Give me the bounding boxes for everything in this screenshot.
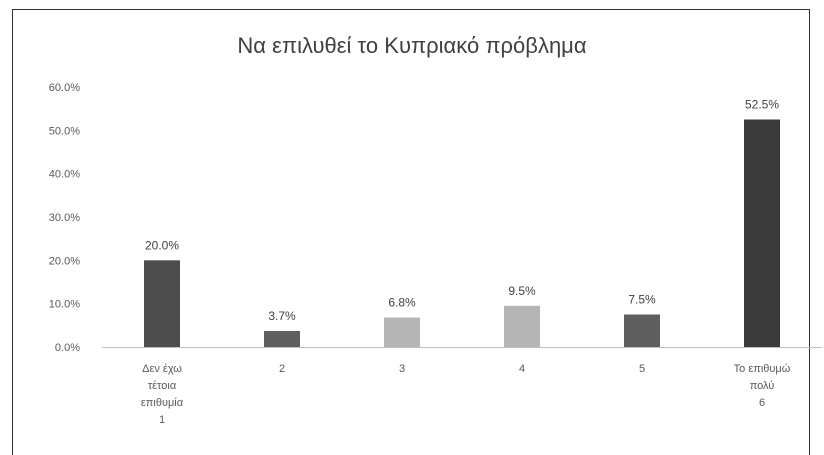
y-tick-label: 50.0%: [49, 125, 80, 137]
bar: [144, 260, 180, 347]
y-tick-label: 30.0%: [49, 212, 80, 224]
y-tick-label: 0.0%: [55, 342, 80, 354]
category-label: 4: [519, 363, 525, 375]
bar: [384, 317, 420, 347]
data-label: 9.5%: [508, 284, 536, 298]
y-tick-label: 60.0%: [49, 82, 80, 94]
data-labels: 20.0% 3.7% 6.8% 9.5% 7.5% 52.5%: [145, 98, 779, 323]
category-label: 2: [279, 363, 285, 375]
bars: [144, 119, 780, 347]
data-label: 52.5%: [745, 98, 779, 112]
category-labels: Δεν έχω τέτοια επιθυμία 1 2 3 4 5 Το επιθυμώ πολύ…: [141, 363, 791, 426]
bar: [744, 119, 780, 347]
category-label: 3: [399, 363, 405, 375]
bar: [504, 305, 540, 347]
bar: [264, 330, 300, 347]
data-label: 20.0%: [145, 238, 179, 252]
category-label: 5: [639, 363, 645, 375]
chart-frame: [12, 9, 810, 455]
y-tick-label: 20.0%: [49, 255, 80, 267]
bar: [624, 314, 660, 347]
data-label: 6.8%: [388, 296, 416, 310]
data-label: 3.7%: [268, 309, 296, 323]
y-axis-ticks: 0.0% 10.0% 20.0% 30.0% 40.0% 50.0% 60.0%: [49, 82, 80, 354]
data-label: 7.5%: [628, 293, 656, 307]
category-label: Το επιθυμώ πολύ 6: [734, 363, 791, 409]
y-tick-label: 40.0%: [49, 169, 80, 181]
category-label: Δεν έχω τέτοια επιθυμία 1: [141, 363, 184, 426]
chart-title: Να επιλυθεί το Κυπριακό πρόβλημα: [237, 33, 586, 58]
y-tick-label: 10.0%: [49, 299, 80, 311]
